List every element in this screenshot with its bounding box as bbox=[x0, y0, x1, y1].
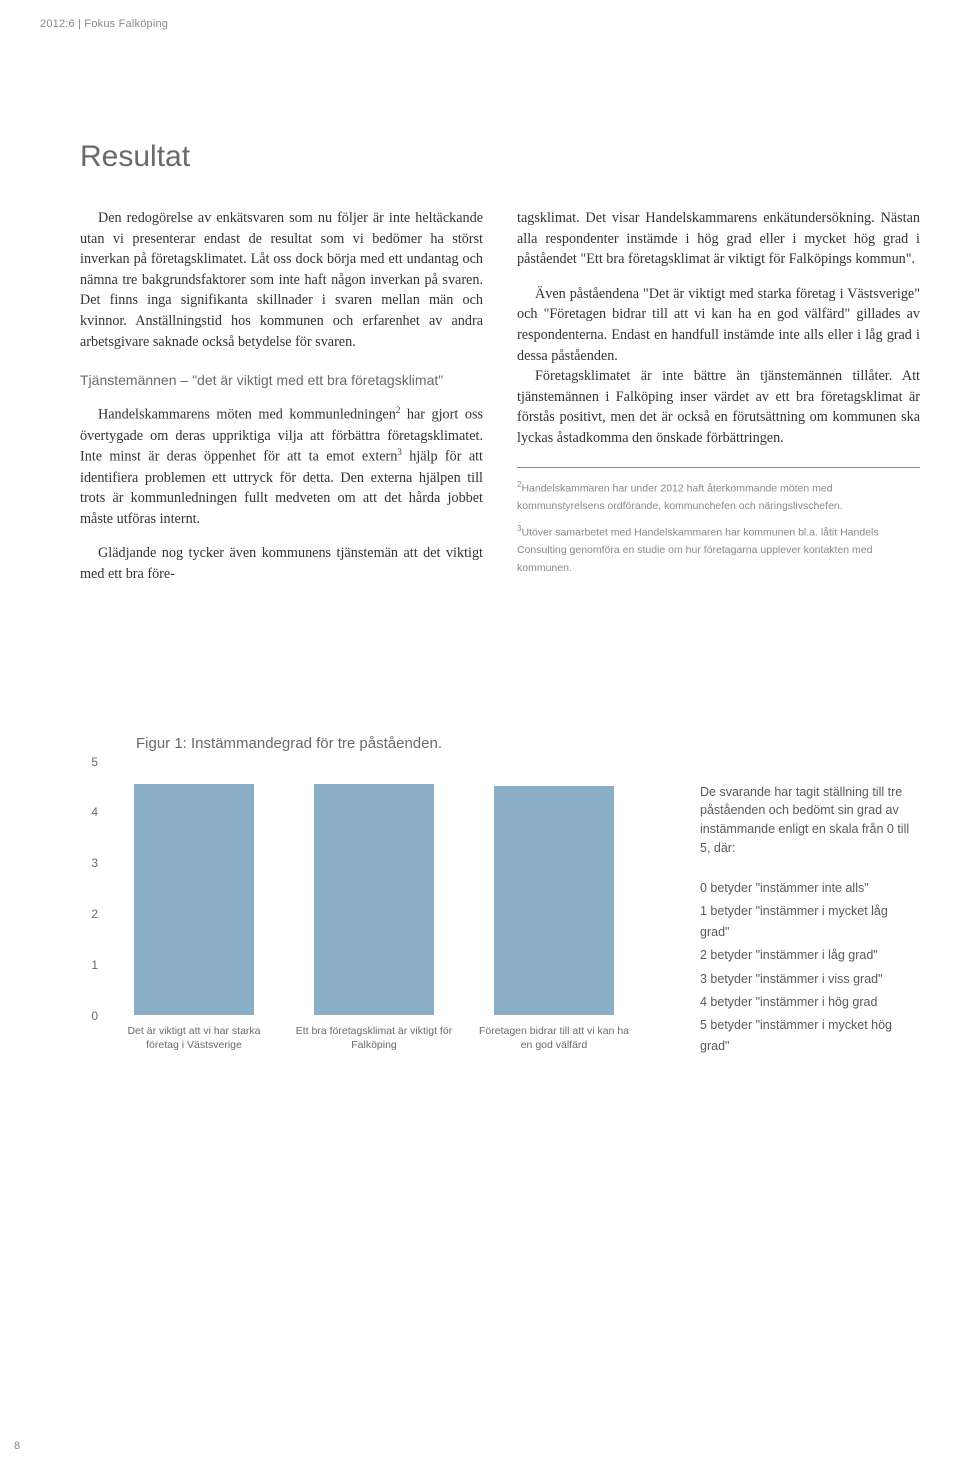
text-run: Handelskammarens möten med kommunledning… bbox=[98, 407, 396, 423]
legend-line: 4 betyder "instämmer i hög grad bbox=[700, 992, 920, 1013]
footnote: 2Handelskammaren har under 2012 haft åte… bbox=[517, 478, 920, 516]
plot-area bbox=[104, 762, 644, 1016]
paragraph: Handelskammarens möten med kommunledning… bbox=[80, 404, 483, 529]
legend-line: 3 betyder "instämmer i viss grad" bbox=[700, 969, 920, 990]
legend-line: 0 betyder "instämmer inte alls" bbox=[700, 878, 920, 899]
column-left: Den redogörelse av enkätsvaren som nu fö… bbox=[80, 208, 483, 585]
footnote-text: Handelskammaren har under 2012 haft åter… bbox=[517, 482, 843, 512]
chart-canvas: 5 4 3 2 1 0 Det är viktigt att vi har st… bbox=[80, 762, 660, 1062]
legend-line: 2 betyder "instämmer i låg grad" bbox=[700, 945, 920, 966]
footnote: 3Utöver samarbetet med Handelskammaren h… bbox=[517, 522, 920, 578]
bar bbox=[134, 784, 254, 1015]
footnote-separator bbox=[517, 467, 920, 468]
y-tick: 5 bbox=[91, 755, 98, 769]
body-columns: Den redogörelse av enkätsvaren som nu fö… bbox=[80, 208, 920, 585]
subheading: Tjänstemännen – "det är viktigt med ett … bbox=[80, 370, 483, 390]
chart-title: Figur 1: Instämmandegrad för tre påståen… bbox=[136, 735, 660, 752]
y-tick: 1 bbox=[91, 958, 98, 972]
chart-area: Figur 1: Instämmandegrad för tre påståen… bbox=[80, 735, 660, 1062]
figure-1: Figur 1: Instämmandegrad för tre påståen… bbox=[80, 735, 920, 1062]
paragraph: Företagsklimatet är inte bättre än tjäns… bbox=[517, 366, 920, 448]
legend-line: 1 betyder "instämmer i mycket låg grad" bbox=[700, 901, 920, 944]
page-number: 8 bbox=[14, 1440, 20, 1452]
page-header: 2012:6 | Fokus Falköping bbox=[40, 18, 920, 30]
y-tick: 0 bbox=[91, 1009, 98, 1023]
paragraph: tagsklimat. Det visar Handelskammarens e… bbox=[517, 208, 920, 270]
paragraph: Den redogörelse av enkätsvaren som nu fö… bbox=[80, 208, 483, 352]
x-tick-label: Företagen bidrar till att vi kan ha en g… bbox=[474, 1024, 634, 1052]
bar bbox=[314, 784, 434, 1015]
legend-intro: De svarande har tagit ställning till tre… bbox=[700, 783, 920, 858]
section-heading: Resultat bbox=[80, 140, 920, 174]
y-tick: 4 bbox=[91, 805, 98, 819]
x-tick-label: Ett bra företagsklimat är viktigt för Fa… bbox=[294, 1024, 454, 1052]
paragraph: Även påståendena "Det är viktigt med sta… bbox=[517, 284, 920, 366]
x-axis-labels: Det är viktigt att vi har starka företag… bbox=[104, 1024, 644, 1052]
legend-line: 5 betyder "instämmer i mycket hög grad" bbox=[700, 1015, 920, 1058]
y-axis: 5 4 3 2 1 0 bbox=[80, 762, 98, 1016]
bar bbox=[494, 786, 614, 1015]
x-tick-label: Det är viktigt att vi har starka företag… bbox=[114, 1024, 274, 1052]
y-tick: 2 bbox=[91, 907, 98, 921]
paragraph: Glädjande nog tycker även kommunens tjän… bbox=[80, 543, 483, 584]
y-tick: 3 bbox=[91, 856, 98, 870]
column-right: tagsklimat. Det visar Handelskammarens e… bbox=[517, 208, 920, 585]
chart-legend-text: De svarande har tagit ställning till tre… bbox=[700, 735, 920, 1060]
footnote-text: Utöver samarbetet med Handelskammaren ha… bbox=[517, 526, 879, 574]
